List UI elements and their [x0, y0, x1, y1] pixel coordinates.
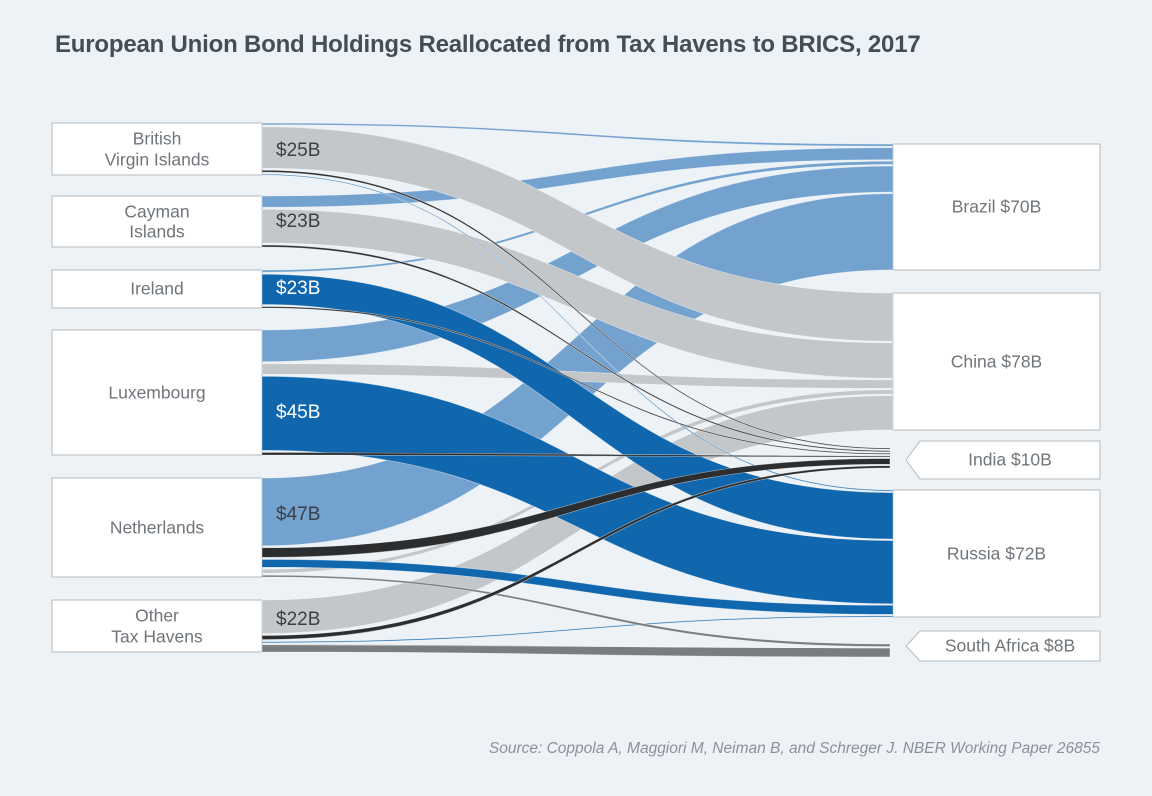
flow-cayman-india: [261, 244, 891, 453]
node-box-russia: [892, 489, 1101, 618]
node-box-cayman: [51, 195, 263, 248]
node-box-china: [892, 292, 1101, 431]
flow-bvi-india: [261, 169, 891, 450]
flow-other-russia: [261, 615, 894, 644]
flows-to-india: [261, 169, 891, 640]
source-note: Source: Coppola A, Maggiori M, Neiman B,…: [488, 740, 1100, 757]
node-box-ireland: [51, 269, 263, 309]
flow-other-south_africa: [261, 644, 891, 658]
flow-bvi-china: [261, 126, 894, 342]
flow-luxembourg-russia: [261, 375, 894, 605]
node-box-netherlands: [51, 477, 263, 578]
node-box-south_africa: [905, 630, 1101, 662]
flow-luxembourg-india: [261, 452, 891, 458]
node-box-other: [51, 599, 263, 653]
flow-luxembourg-china: [261, 363, 894, 389]
chart-title: European Union Bond Holdings Reallocated…: [55, 31, 921, 58]
flow-ireland-india: [261, 306, 891, 455]
node-boxes: [51, 122, 1101, 662]
node-box-luxembourg: [51, 329, 263, 456]
node-box-india: [905, 440, 1101, 480]
flow-bvi-brazil: [261, 122, 894, 147]
flow-bvi-russia: [261, 173, 894, 492]
flow-netherlands-russia: [261, 559, 894, 615]
flow-other-india: [261, 465, 891, 640]
node-box-bvi: [51, 122, 263, 176]
flow-netherlands-india: [261, 458, 891, 558]
node-box-brazil: [892, 143, 1101, 271]
